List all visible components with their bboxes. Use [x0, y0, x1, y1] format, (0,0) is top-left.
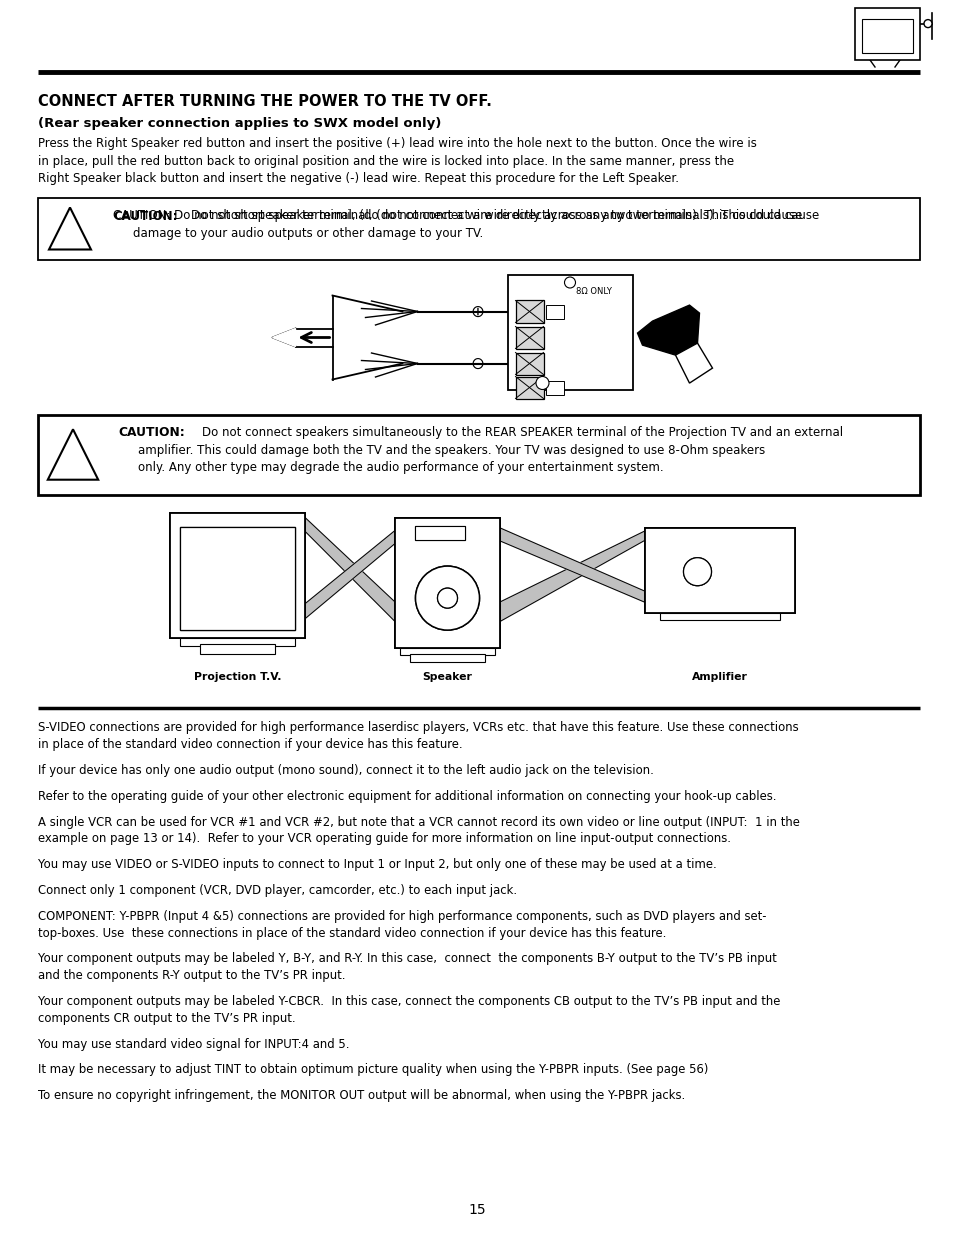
Bar — [170, 513, 305, 637]
Text: in place of the standard video connection if your device has this feature.: in place of the standard video connectio… — [38, 739, 462, 751]
Circle shape — [416, 566, 479, 630]
Circle shape — [923, 20, 931, 27]
Text: +: + — [548, 383, 557, 393]
Bar — [644, 527, 794, 613]
Bar — [515, 352, 543, 374]
Text: Right Speaker black button and insert the negative (-) lead wire. Repeat this pr: Right Speaker black button and insert th… — [38, 172, 679, 185]
Bar — [545, 380, 563, 394]
Text: Projection T.V.: Projection T.V. — [193, 673, 281, 683]
Text: ⊕: ⊕ — [470, 303, 484, 321]
Bar — [200, 643, 274, 653]
Bar — [399, 647, 495, 655]
Text: only. Any other type may degrade the audio performance of your entertainment sys: only. Any other type may degrade the aud… — [138, 462, 663, 474]
Text: damage to your audio outputs or other damage to your TV.: damage to your audio outputs or other da… — [132, 227, 483, 240]
Text: Do not connect speakers simultaneously to the REAR SPEAKER terminal of the Proje: Do not connect speakers simultaneously t… — [202, 426, 842, 440]
Text: Do not short speaker terminal, (do not connect a wire directly across any two te: Do not short speaker terminal, (do not c… — [191, 210, 819, 222]
Text: !: ! — [70, 451, 76, 466]
Text: To ensure no copyright infringement, the MONITOR OUT output will be abnormal, wh: To ensure no copyright infringement, the… — [38, 1089, 684, 1103]
Bar — [644, 527, 794, 613]
Bar — [415, 526, 464, 540]
Bar — [545, 305, 563, 319]
Text: Refer to the operating guide of your other electronic equipment for additional i: Refer to the operating guide of your oth… — [38, 790, 776, 803]
Circle shape — [564, 277, 575, 288]
Circle shape — [682, 558, 711, 585]
Text: Amplifier: Amplifier — [691, 673, 747, 683]
Bar — [395, 517, 499, 647]
Circle shape — [437, 588, 457, 608]
Text: and the components R-Y output to the TV’s PR input.: and the components R-Y output to the TV’… — [38, 969, 345, 982]
Text: S-VIDEO connections are provided for high performance laserdisc players, VCRs et: S-VIDEO connections are provided for hig… — [38, 721, 798, 735]
Bar — [515, 377, 543, 399]
Bar — [38, 415, 919, 494]
Bar — [415, 526, 464, 540]
Bar — [180, 526, 294, 630]
Circle shape — [682, 558, 711, 585]
Bar — [410, 653, 484, 662]
Polygon shape — [48, 430, 98, 479]
Text: CAUTION: Do not short speaker terminal, (do not connect a wire directly across a: CAUTION: Do not short speaker terminal, … — [112, 210, 801, 222]
Text: 8Ω ONLY: 8Ω ONLY — [576, 287, 612, 295]
Circle shape — [437, 588, 457, 608]
Text: ⊖: ⊖ — [470, 354, 484, 373]
Text: Speaker: Speaker — [422, 673, 472, 683]
Bar — [38, 198, 919, 259]
Bar — [515, 326, 543, 348]
Text: top-boxes. Use  these connections in place of the standard video connection if y: top-boxes. Use these connections in plac… — [38, 926, 666, 940]
Bar — [854, 7, 919, 61]
Text: 15: 15 — [468, 1203, 485, 1216]
Polygon shape — [499, 531, 644, 621]
Text: Your component outputs may be labeled Y-CBCR.  In this case, connect the compone: Your component outputs may be labeled Y-… — [38, 995, 780, 1008]
Bar — [659, 613, 780, 620]
Polygon shape — [305, 517, 395, 621]
Text: +: + — [548, 306, 557, 316]
Text: CAUTION:: CAUTION: — [112, 210, 177, 222]
Polygon shape — [675, 343, 712, 383]
Text: amplifier. This could damage both the TV and the speakers. Your TV was designed : amplifier. This could damage both the TV… — [138, 445, 764, 457]
Text: components CR output to the TV’s PR input.: components CR output to the TV’s PR inpu… — [38, 1011, 295, 1025]
Polygon shape — [273, 329, 295, 347]
Text: !: ! — [67, 224, 73, 240]
Bar — [515, 300, 543, 322]
Polygon shape — [499, 527, 644, 603]
Polygon shape — [637, 305, 699, 356]
Bar — [507, 274, 632, 389]
Text: in place, pull the red button back to original position and the wire is locked i: in place, pull the red button back to or… — [38, 154, 734, 168]
Bar — [395, 517, 499, 647]
Text: Connect only 1 component (VCR, DVD player, camcorder, etc.) to each input jack.: Connect only 1 component (VCR, DVD playe… — [38, 884, 517, 897]
Polygon shape — [305, 531, 395, 619]
Circle shape — [416, 566, 479, 630]
Text: It may be necessary to adjust TINT to obtain optimum picture quality when using : It may be necessary to adjust TINT to ob… — [38, 1063, 708, 1077]
Text: CAUTION:: CAUTION: — [118, 426, 185, 440]
Text: A single VCR can be used for VCR #1 and VCR #2, but note that a VCR cannot recor: A single VCR can be used for VCR #1 and … — [38, 815, 799, 829]
Text: COMPONENT: Y-PBPR (Input 4 &5) connections are provided for high performance com: COMPONENT: Y-PBPR (Input 4 &5) connectio… — [38, 910, 765, 923]
Bar — [170, 513, 305, 637]
Text: You may use VIDEO or S-VIDEO inputs to connect to Input 1 or Input 2, but only o: You may use VIDEO or S-VIDEO inputs to c… — [38, 858, 716, 872]
Bar — [180, 637, 294, 646]
Text: CONNECT AFTER TURNING THE POWER TO THE TV OFF.: CONNECT AFTER TURNING THE POWER TO THE T… — [38, 94, 492, 109]
Text: Your component outputs may be labeled Y, B-Y, and R-Y. In this case,  connect  t: Your component outputs may be labeled Y,… — [38, 952, 776, 966]
Circle shape — [536, 377, 548, 389]
Text: (Rear speaker connection applies to SWX model only): (Rear speaker connection applies to SWX … — [38, 117, 441, 131]
Text: If your device has only one audio output (mono sound), connect it to the left au: If your device has only one audio output… — [38, 764, 653, 777]
Text: You may use standard video signal for INPUT:4 and 5.: You may use standard video signal for IN… — [38, 1037, 349, 1051]
Polygon shape — [49, 207, 91, 249]
Bar — [180, 526, 294, 630]
Bar — [862, 19, 912, 53]
Text: Press the Right Speaker red button and insert the positive (+) lead wire into th: Press the Right Speaker red button and i… — [38, 137, 756, 149]
Text: example on page 13 or 14).  Refer to your VCR operating guide for more informati: example on page 13 or 14). Refer to your… — [38, 832, 730, 846]
